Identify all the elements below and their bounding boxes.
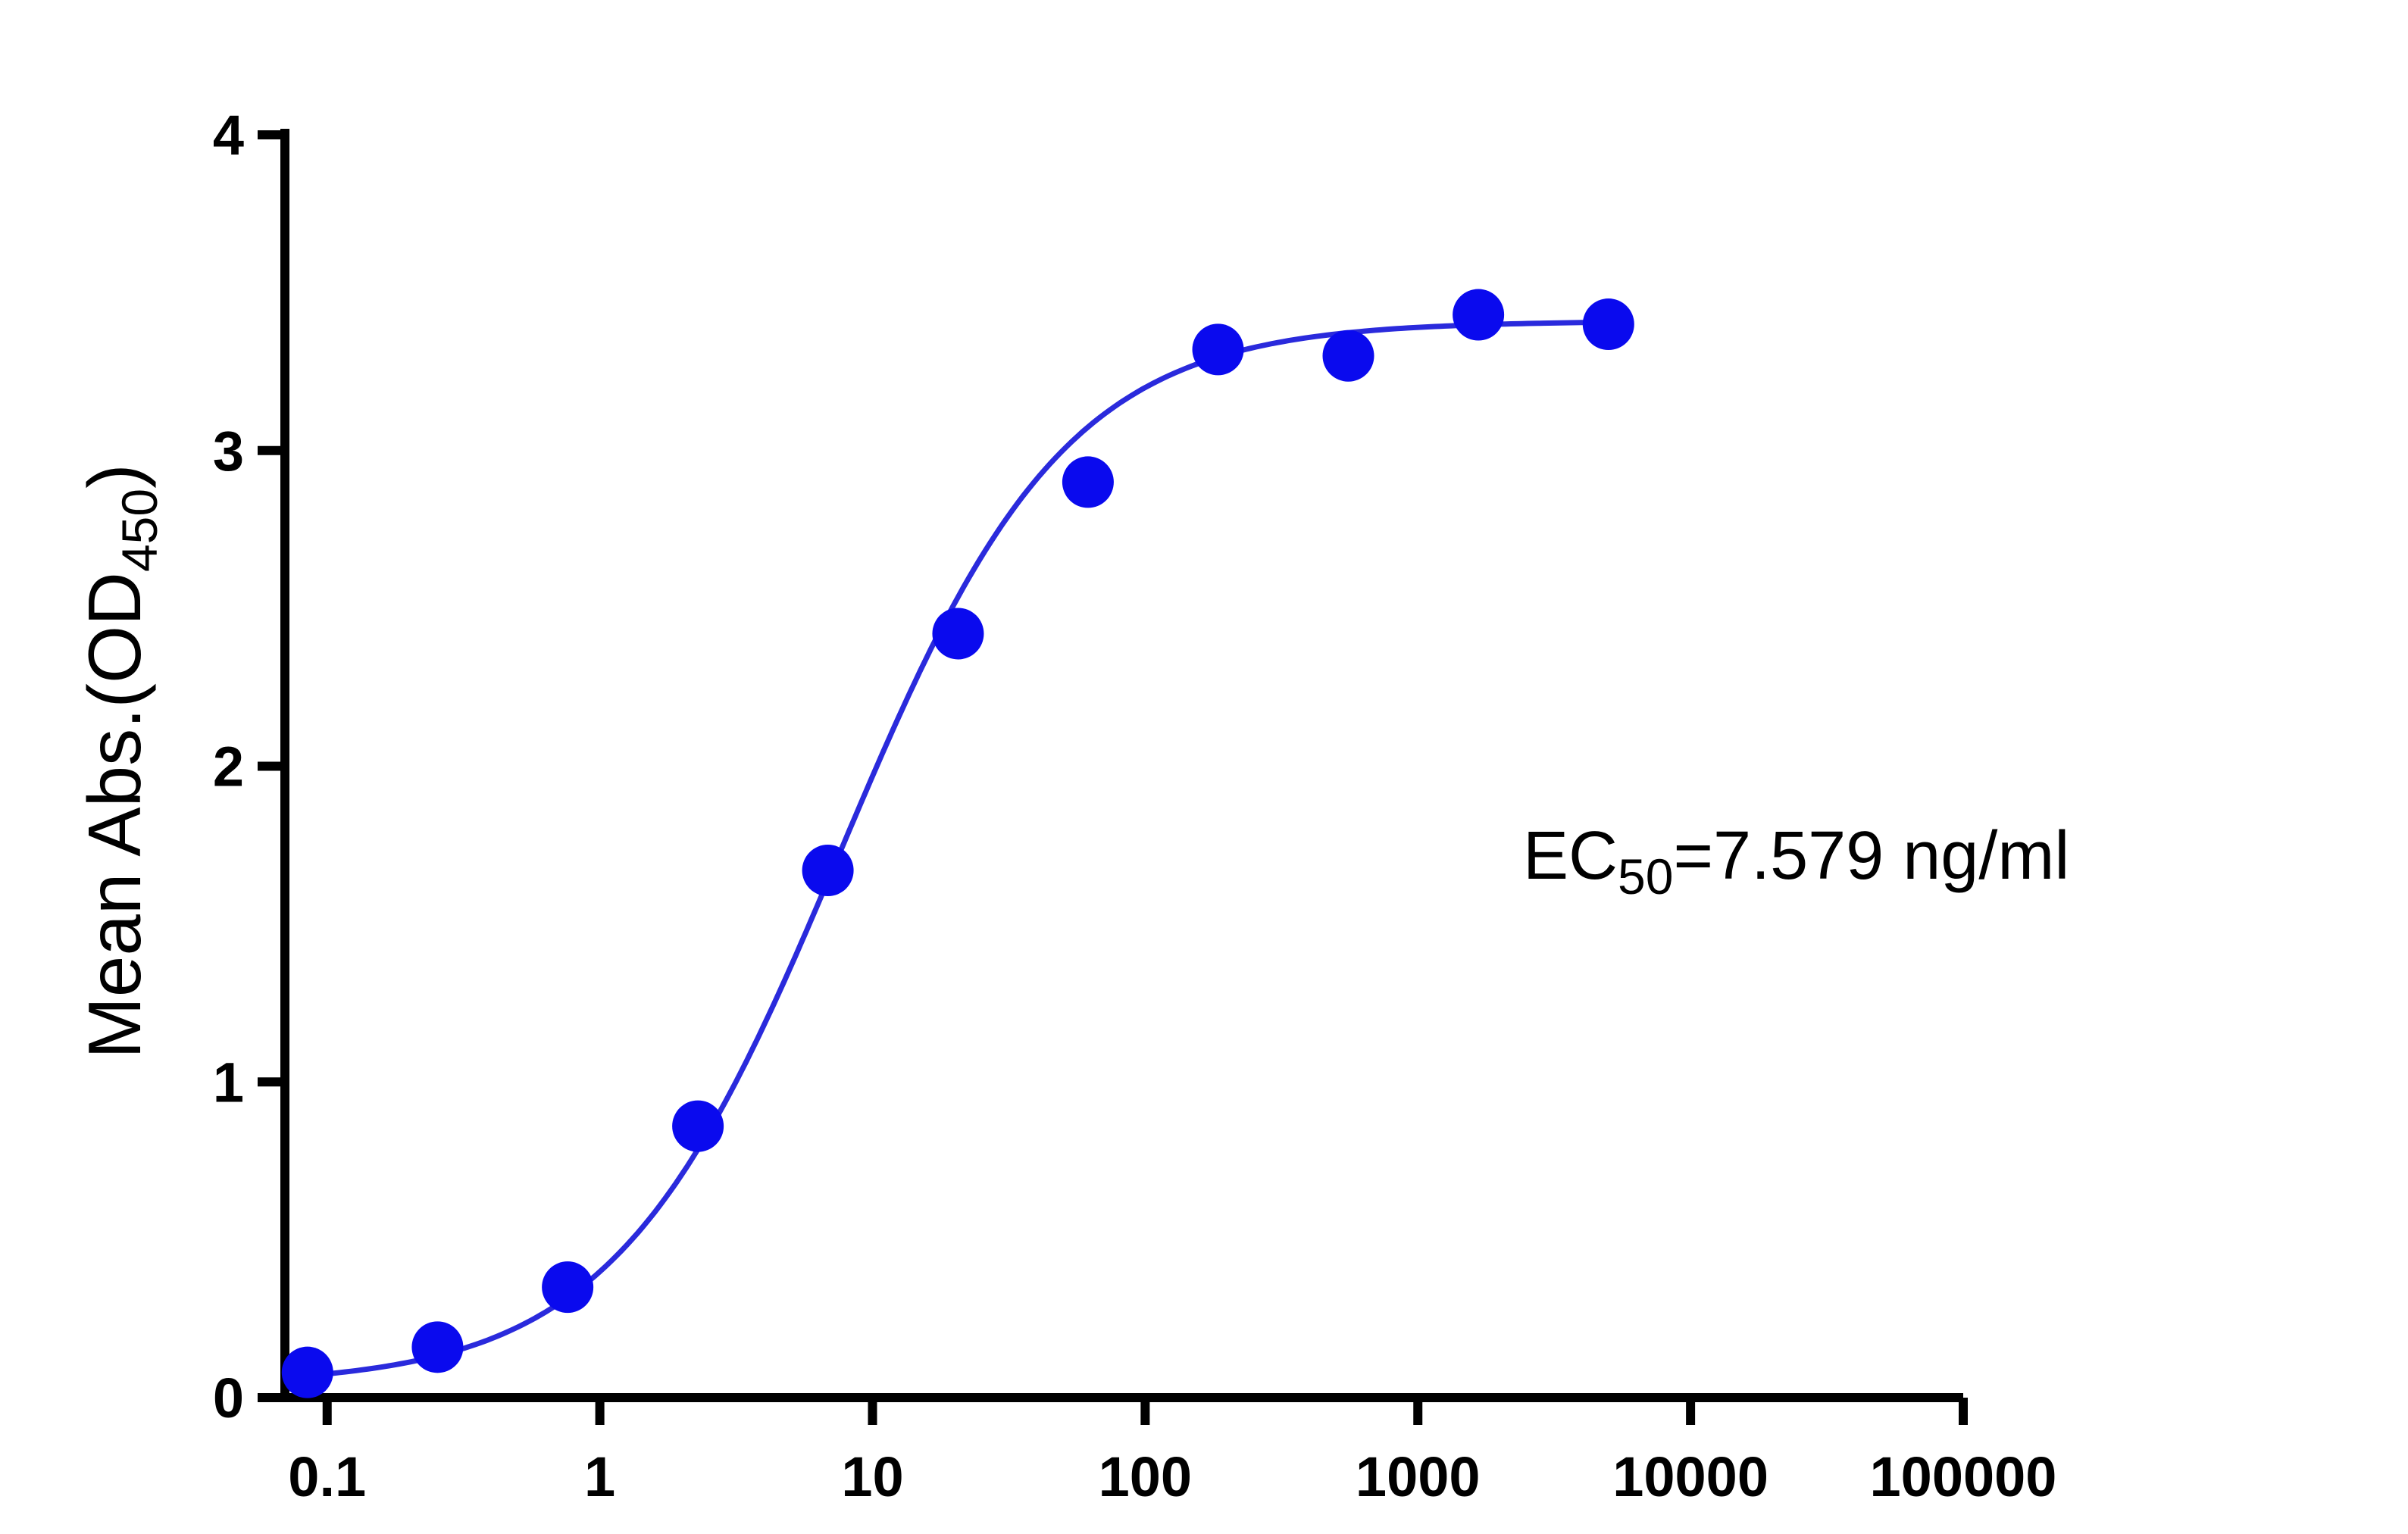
data-point: [672, 1100, 724, 1152]
x-tick-label: 10000: [1612, 1445, 1768, 1508]
data-point: [411, 1321, 464, 1373]
ec50-annotation: EC50=7.579 ng/ml: [1523, 818, 2069, 904]
y-tick-label: 1: [213, 1051, 244, 1114]
x-tick-label: 1: [584, 1445, 615, 1508]
data-points: [281, 289, 1634, 1398]
data-point: [1192, 323, 1244, 376]
y-ticks: 0 1 2 3 4: [213, 104, 285, 1429]
x-tick-label: 1000: [1356, 1445, 1481, 1508]
x-tick-label: 100000: [1870, 1445, 2057, 1508]
y-tick-label: 4: [213, 104, 244, 167]
fit-curve: [307, 319, 1609, 1379]
data-point: [1453, 289, 1505, 341]
x-ticks: 0.1 1 10 100 1000 10000 100000: [288, 1398, 2056, 1508]
y-tick-label: 0: [213, 1367, 244, 1429]
y-tick-label: 2: [213, 736, 244, 798]
data-point: [542, 1261, 594, 1314]
data-point: [932, 608, 984, 660]
data-point: [1582, 298, 1634, 351]
data-point: [802, 845, 854, 897]
x-tick-label: 10: [841, 1445, 903, 1508]
data-point: [1062, 456, 1114, 508]
data-point: [1322, 330, 1374, 382]
data-point: [281, 1346, 333, 1398]
y-axis-title: Mean Abs.(OD450): [73, 464, 167, 1058]
axes: [280, 129, 1963, 1402]
x-tick-label: 0.1: [288, 1445, 366, 1508]
y-tick-label: 3: [213, 420, 244, 483]
x-tick-label: 100: [1099, 1445, 1192, 1508]
